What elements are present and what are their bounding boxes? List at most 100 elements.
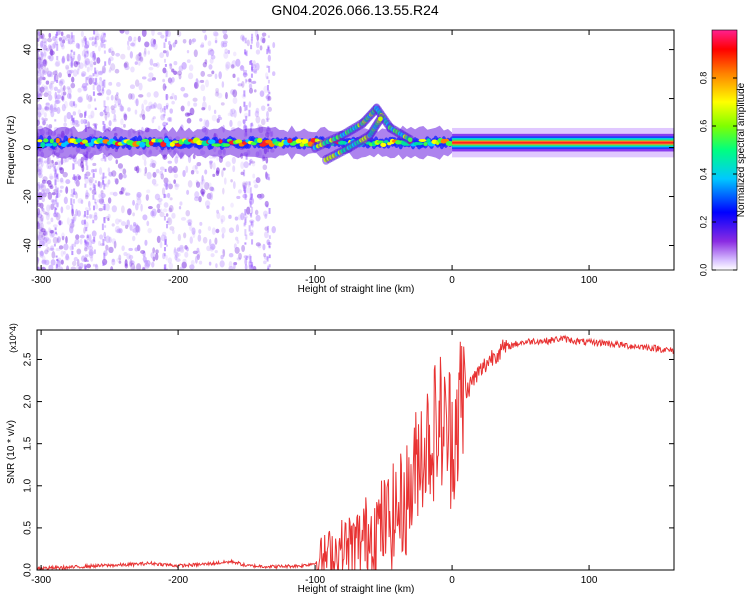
spectrogram-noise-speck bbox=[215, 87, 220, 94]
spectrogram-noise-speck bbox=[111, 258, 116, 266]
spectrogram-track-blob bbox=[44, 143, 53, 147]
spectrogram-noise-speck bbox=[165, 102, 169, 108]
spectrogram-noise-speck bbox=[143, 50, 147, 57]
spectrogram-streak bbox=[164, 168, 167, 172]
spectrogram-streak bbox=[266, 173, 269, 180]
snr-xtick-label: -200 bbox=[168, 575, 188, 586]
spectrogram-noise-speck bbox=[139, 56, 144, 62]
spectrogram-noise-speck bbox=[207, 182, 212, 187]
spectrogram-noise-speck bbox=[59, 177, 64, 183]
spectrogram-noise-speck bbox=[61, 87, 65, 92]
spectrogram-noise-speck bbox=[236, 77, 240, 82]
spectrogram-noise-speck bbox=[240, 171, 245, 176]
spectrogram-noise-speck bbox=[186, 117, 192, 124]
spectrogram-noise-speck bbox=[44, 212, 49, 216]
spectrogram-streak bbox=[266, 225, 269, 233]
spectrogram-noise-speck bbox=[228, 227, 235, 234]
spectrogram-noise-speck bbox=[51, 250, 56, 259]
spectrogram-noise-speck bbox=[148, 101, 153, 108]
spectrogram-streak bbox=[86, 241, 89, 245]
spectrogram-streak bbox=[251, 262, 254, 269]
spectrogram-noise-speck bbox=[229, 108, 233, 117]
spectrogram-streak bbox=[94, 125, 97, 129]
spectrogram-noise-speck bbox=[157, 31, 163, 36]
spectrogram-noise-speck bbox=[126, 219, 130, 227]
spectrogram-noise-speck bbox=[265, 171, 268, 180]
spectrogram-noise-speck bbox=[38, 166, 43, 175]
spectrogram-noise-speck bbox=[105, 244, 109, 251]
spectrogram-streak bbox=[86, 83, 89, 86]
spectrogram-noise-speck bbox=[88, 234, 92, 242]
spectrogram-noise-speck bbox=[234, 246, 240, 254]
spectrogram-noise-speck bbox=[66, 217, 70, 225]
spectrogram-streak bbox=[268, 246, 271, 249]
spectrogram-noise-speck bbox=[150, 210, 155, 217]
spectrogram-noise-speck bbox=[85, 189, 89, 197]
spectrogram-noise-speck bbox=[49, 105, 54, 114]
spectrogram-streak bbox=[163, 264, 166, 270]
spectrogram-streak bbox=[266, 256, 269, 262]
spectrogram-noise-speck bbox=[236, 257, 242, 261]
spectrogram-noise-speck bbox=[242, 72, 248, 78]
spectrogram-streak bbox=[104, 176, 107, 179]
spectrogram-noise-speck bbox=[122, 168, 127, 175]
colorbar-tick-label: 0.4 bbox=[698, 168, 708, 181]
spectrogram-noise-speck bbox=[200, 84, 206, 92]
spectrogram-noise-speck bbox=[168, 40, 171, 46]
spectrogram-streak bbox=[101, 223, 104, 231]
spectrogram-noise-speck bbox=[124, 30, 130, 35]
spectrogram-noise-speck bbox=[228, 214, 232, 219]
spectrogram-streak bbox=[84, 154, 87, 161]
spectrogram-streak bbox=[164, 38, 167, 42]
spectrogram-noise-speck bbox=[61, 39, 66, 44]
spectrogram-noise-speck bbox=[76, 264, 81, 270]
spectrogram-noise-speck bbox=[98, 193, 104, 199]
spectrogram-streak bbox=[72, 199, 75, 204]
spectrogram-streak bbox=[245, 115, 248, 121]
spectrogram-noise-speck bbox=[37, 31, 40, 37]
spectrogram-noise-speck bbox=[108, 69, 112, 73]
spectrogram-noise-speck bbox=[174, 156, 179, 164]
spectrogram-noise-speck bbox=[145, 194, 149, 201]
spectrogram-noise-speck bbox=[98, 198, 105, 204]
spectrogram-noise-speck bbox=[75, 234, 80, 240]
spectrogram-noise-speck bbox=[50, 259, 56, 266]
spectrogram-noise-speck bbox=[201, 107, 206, 111]
spectrogram-streak bbox=[267, 126, 270, 129]
spectrogram-streak bbox=[251, 264, 254, 268]
spectrogram-noise-speck bbox=[54, 161, 58, 166]
spectrogram-noise-speck bbox=[255, 242, 261, 247]
spectrogram-track-blob bbox=[301, 138, 309, 144]
spectrogram-streak bbox=[266, 76, 269, 80]
spectrogram-noise-speck bbox=[88, 114, 93, 119]
spectrogram-noise-speck bbox=[78, 266, 82, 270]
spectrogram-noise-speck bbox=[49, 82, 54, 91]
spectrogram-streak bbox=[54, 168, 57, 175]
spectrogram-noise-speck bbox=[234, 216, 239, 221]
spectrogram-noise-speck bbox=[151, 261, 155, 268]
snr-series-line bbox=[37, 334, 674, 570]
spectrogram-noise-speck bbox=[70, 82, 76, 89]
spectrogram-noise-speck bbox=[149, 58, 154, 66]
spectrogram-ytick-label: 0 bbox=[23, 144, 34, 150]
spectrogram-noise-speck bbox=[84, 51, 89, 58]
spectrogram-noise-speck bbox=[37, 125, 40, 130]
spectrogram-streak bbox=[267, 89, 270, 93]
spectrogram-noise-speck bbox=[231, 60, 237, 68]
spectrogram-noise-speck bbox=[90, 214, 95, 219]
spectrogram-noise-speck bbox=[52, 212, 57, 218]
spectrogram-track-blob bbox=[163, 137, 169, 144]
spectrogram-noise-speck bbox=[55, 247, 61, 252]
spectrogram-noise-speck bbox=[196, 247, 200, 253]
spectrogram-noise-speck bbox=[255, 107, 260, 114]
spectrogram-noise-speck bbox=[248, 260, 253, 268]
spectrogram-streak bbox=[268, 177, 271, 181]
spectrogram-noise-speck bbox=[197, 234, 202, 242]
spectrogram-noise-speck bbox=[64, 158, 69, 163]
spectrogram-noise-speck bbox=[41, 233, 46, 241]
spectrogram-noise-speck bbox=[214, 237, 218, 245]
spectrogram-noise-speck bbox=[204, 200, 211, 208]
spectrogram-noise-speck bbox=[243, 112, 249, 119]
spectrogram-noise-speck bbox=[46, 211, 51, 217]
spectrogram-streak bbox=[267, 35, 270, 38]
